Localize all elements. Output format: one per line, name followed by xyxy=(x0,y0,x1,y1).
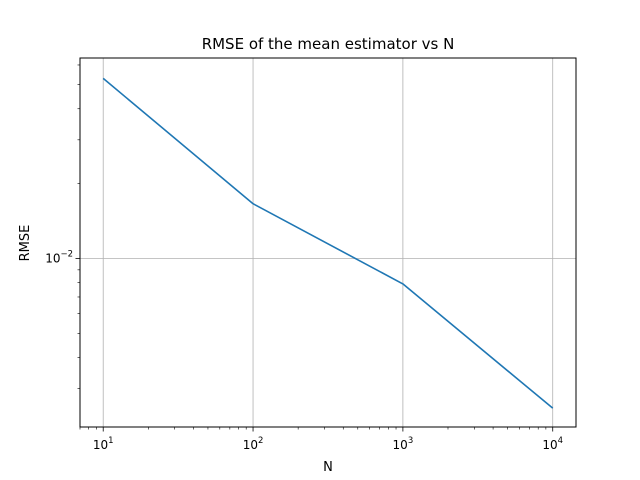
y-axis-label: RMSE xyxy=(18,225,33,262)
tick-labels: 101 102 103 104 10−2 xyxy=(45,249,563,452)
x-tick-label: 104 xyxy=(542,436,563,452)
x-tick-label: 101 xyxy=(93,436,114,452)
major-ticks xyxy=(75,258,554,432)
series-layer xyxy=(102,77,554,409)
x-axis-label: N xyxy=(323,460,333,475)
x-tick-label: 103 xyxy=(393,436,414,452)
chart-title: RMSE of the mean estimator vs N xyxy=(202,35,455,53)
x-tick-label: 102 xyxy=(243,436,264,452)
y-tick-label: 10−2 xyxy=(45,249,73,265)
series-line xyxy=(102,77,554,409)
grid-lines xyxy=(80,58,576,427)
plot-frame xyxy=(79,57,577,428)
